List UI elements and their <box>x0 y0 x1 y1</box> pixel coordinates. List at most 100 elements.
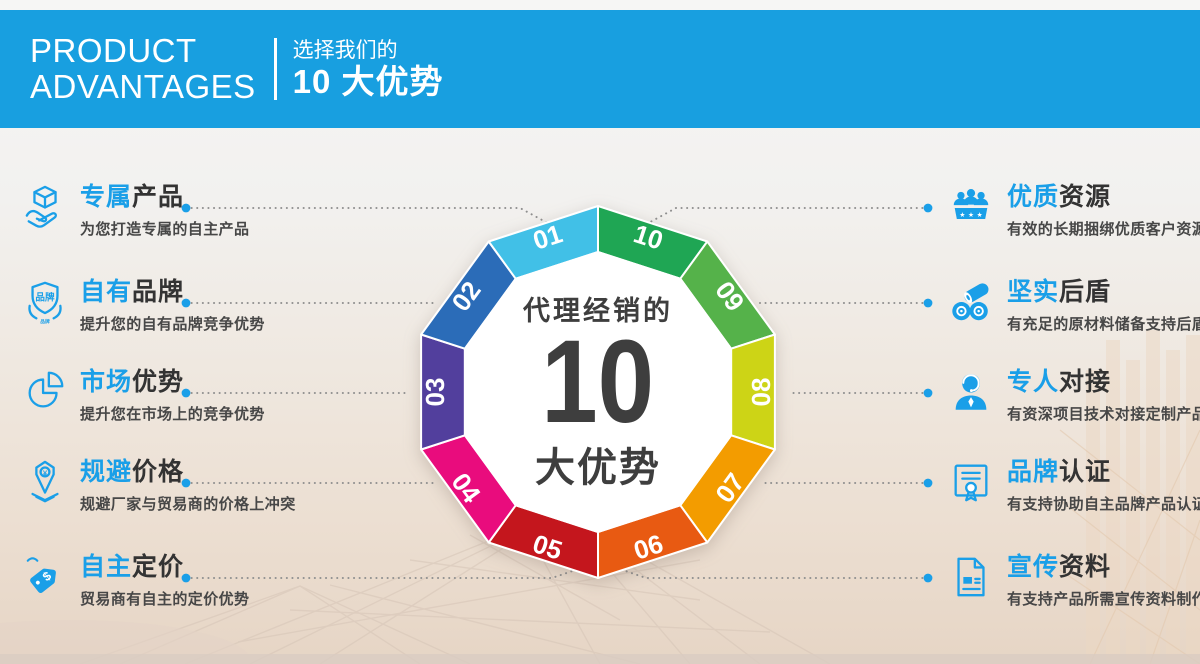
connector-dot <box>181 573 191 583</box>
page-title-line1: PRODUCT <box>30 32 197 69</box>
item-desc: 为您打造专属的自主产品 <box>80 221 250 238</box>
item-title-rest: 认证 <box>1059 458 1112 486</box>
header-divider <box>273 38 277 100</box>
item-title-highlight: 品牌 <box>1007 458 1060 486</box>
advantage-item-exclusive-product: 专属产品 为您打造专属的自主产品 <box>22 183 249 239</box>
advantage-item-quality-resources: ★ ★ ★ 优质资源 有效的长期捆绑优质客户资源 <box>948 183 1200 239</box>
item-desc: 有支持产品所需宣传资料制作 <box>1007 591 1200 608</box>
svg-text:★: ★ <box>959 212 965 219</box>
decagon-segment-number-08: 08 <box>746 378 776 407</box>
dotted-connector <box>613 566 929 579</box>
item-title-rest: 资源 <box>1059 183 1112 211</box>
connector-dot <box>181 478 191 488</box>
advantage-item-own-brand: 品牌 品牌 自有品牌 提升您的自有品牌竞争优势 <box>22 278 265 334</box>
header-subtitle: 选择我们的 10 大优势 <box>293 38 444 100</box>
advantage-item-independent-pricing: $ 自主定价 贸易商有自主的定价优势 <box>22 553 249 609</box>
item-desc: 有效的长期捆绑优质客户资源 <box>1007 221 1200 238</box>
connector-dot <box>923 573 933 583</box>
material-rolls-icon <box>948 279 994 325</box>
center-label-suffix: 大优势 <box>535 446 661 490</box>
item-title-rest: 品牌 <box>132 278 185 306</box>
advantage-item-promo-materials: 宣传资料 有支持产品所需宣传资料制作 <box>948 553 1200 609</box>
item-title-highlight: 宣传 <box>1007 553 1060 581</box>
item-title: 坚实后盾 <box>1007 278 1200 306</box>
item-title: 市场优势 <box>80 368 265 396</box>
item-desc: 提升您在市场上的竞争优势 <box>80 406 265 423</box>
page-header: PRODUCT ADVANTAGES 选择我们的 10 大优势 <box>0 10 1200 128</box>
item-title: 自主定价 <box>80 553 249 581</box>
photo-bottom-strip <box>0 654 1200 664</box>
center-label-prefix: 代理经销的 <box>523 296 673 326</box>
dotted-connector <box>185 566 585 579</box>
decagon-inner-face <box>463 251 733 533</box>
connector-dot <box>181 298 191 308</box>
connector-dot <box>923 388 933 398</box>
item-title: 自有品牌 <box>80 278 265 306</box>
svg-text:品牌: 品牌 <box>40 318 50 325</box>
svg-text:品牌: 品牌 <box>35 292 55 304</box>
advantage-item-solid-backing: 坚实后盾 有充足的原材料储备支持后盾 <box>948 278 1200 334</box>
item-title-highlight: 专人 <box>1007 368 1060 396</box>
item-title: 优质资源 <box>1007 183 1200 211</box>
connector-dot <box>923 478 933 488</box>
dotted-connector <box>185 207 554 227</box>
item-desc: 规避厂家与贸易商的价格上冲突 <box>80 496 296 513</box>
advantage-item-brand-certification: 品牌认证 有支持协助自主品牌产品认证 <box>948 458 1200 514</box>
item-title: 专属产品 <box>80 183 249 211</box>
center-label-number: 10 <box>541 316 655 448</box>
svg-text:★: ★ <box>977 212 983 219</box>
dotted-connector <box>642 207 929 227</box>
item-title-highlight: 规避 <box>80 458 133 486</box>
page-title: PRODUCT ADVANTAGES <box>30 33 256 105</box>
brand-shield-icon: 品牌 品牌 <box>22 279 68 325</box>
team-stars-icon: ★ ★ ★ <box>948 184 994 230</box>
item-title-highlight: 自主 <box>80 553 133 581</box>
item-title: 专人对接 <box>1007 368 1200 396</box>
page-title-line2: ADVANTAGES <box>30 68 256 105</box>
decagon-segment-number-03: 03 <box>420 378 450 407</box>
connector-dot <box>923 203 933 213</box>
advantage-item-dedicated-contact: 专人对接 有资深项目技术对接定制产品 <box>948 368 1200 424</box>
certificate-icon <box>948 459 994 505</box>
svg-text:¥: ¥ <box>43 468 48 477</box>
advantage-item-market-advantage: 市场优势 提升您在市场上的竞争优势 <box>22 368 265 424</box>
item-desc: 有资深项目技术对接定制产品 <box>1007 406 1200 423</box>
pie-chart-icon <box>22 369 68 415</box>
center-label: 代理经销的 10 大优势 <box>478 296 718 490</box>
item-title-rest: 后盾 <box>1059 278 1112 306</box>
item-title-rest: 产品 <box>132 183 185 211</box>
connector-dot <box>923 298 933 308</box>
item-title-highlight: 专属 <box>80 183 133 211</box>
item-desc: 提升您的自有品牌竞争优势 <box>80 316 265 333</box>
item-title-highlight: 市场 <box>80 368 133 396</box>
item-title: 规避价格 <box>80 458 296 486</box>
item-title-rest: 定价 <box>132 553 185 581</box>
document-icon <box>948 554 994 600</box>
cube-hand-icon <box>22 184 68 230</box>
advantage-item-avoid-price-conflict: ¥ 规避价格 规避厂家与贸易商的价格上冲突 <box>22 458 296 514</box>
item-title-rest: 对接 <box>1059 368 1112 396</box>
connector-dot <box>181 388 191 398</box>
connector-lines <box>181 203 933 583</box>
item-title-rest: 价格 <box>132 458 185 486</box>
header-tagline-emphasis: 10 大优势 <box>292 63 444 100</box>
item-desc: 有支持协助自主品牌产品认证 <box>1007 496 1200 513</box>
connector-dot <box>181 203 191 213</box>
item-title-rest: 资料 <box>1059 553 1112 581</box>
item-title-rest: 优势 <box>132 368 185 396</box>
yen-tag-icon: ¥ <box>22 459 68 505</box>
item-title-highlight: 坚实 <box>1007 278 1060 306</box>
item-title-highlight: 自有 <box>80 278 133 306</box>
support-agent-icon <box>948 369 994 415</box>
svg-text:★: ★ <box>968 212 974 219</box>
item-title: 品牌认证 <box>1007 458 1200 486</box>
item-desc: 贸易商有自主的定价优势 <box>80 591 250 608</box>
item-desc: 有充足的原材料储备支持后盾 <box>1007 316 1200 333</box>
dollar-tag-icon: $ <box>22 554 68 600</box>
item-title-highlight: 优质 <box>1007 183 1060 211</box>
item-title: 宣传资料 <box>1007 553 1200 581</box>
